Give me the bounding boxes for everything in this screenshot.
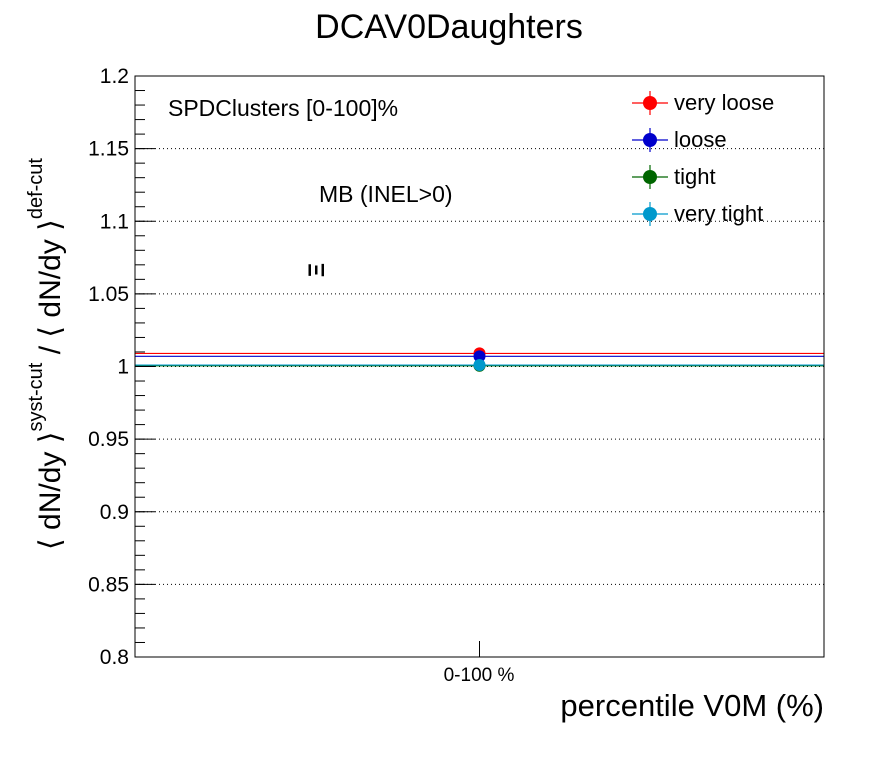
y-axis-label-numerator-sup: syst-cut [25,362,47,431]
data-point [473,350,486,363]
annotation-event-class: MB (INEL>0) [319,181,453,207]
y-tick-label: 1 [117,356,129,379]
legend-marker [643,133,657,147]
data-point [473,359,486,372]
y-tick-label: 1.1 [100,210,129,233]
series-points [473,347,486,372]
legend-marker [643,207,657,221]
legend-label: loose [674,127,727,152]
y-tick-label: 0.9 [100,501,129,524]
y-axis-label-numerator: ⟨ dN/dy ⟩ [34,432,67,550]
y-axis-tick-labels: 0.8 0.85 0.9 0.95 1 1.05 1.1 1.15 1.2 [88,65,129,669]
x-tick-label: 0-100 % [444,665,515,686]
y-tick-label: 1.2 [100,65,129,88]
legend-marker [643,96,657,110]
y-axis-ticks [135,75,480,658]
legend-marker [643,170,657,184]
chart-title: DCAV0Daughters [315,8,583,46]
annotation-particle: Ξ [304,263,329,277]
legend-label: very tight [674,201,763,226]
legend-label: very loose [674,90,774,115]
legend: very loose loose tight very tight [632,90,774,226]
y-axis-label-separator: / [34,338,67,363]
annotation-selection: SPDClusters [0-100]% [168,95,398,121]
y-tick-label: 1.05 [88,283,129,306]
y-tick-label: 0.95 [88,428,129,451]
y-tick-label: 1.15 [88,138,129,161]
y-axis-label-denominator-sup: def-cut [25,158,47,220]
y-tick-label: 0.85 [88,573,129,596]
y-axis-label-denominator: ⟨ dN/dy ⟩ [34,219,67,337]
y-axis-label: ⟨ dN/dy ⟩syst-cut / ⟨ dN/dy ⟩def-cut [25,158,67,550]
y-tick-label: 0.8 [100,646,129,669]
x-axis-label: percentile V0M (%) [560,688,824,723]
legend-label: tight [674,164,716,189]
